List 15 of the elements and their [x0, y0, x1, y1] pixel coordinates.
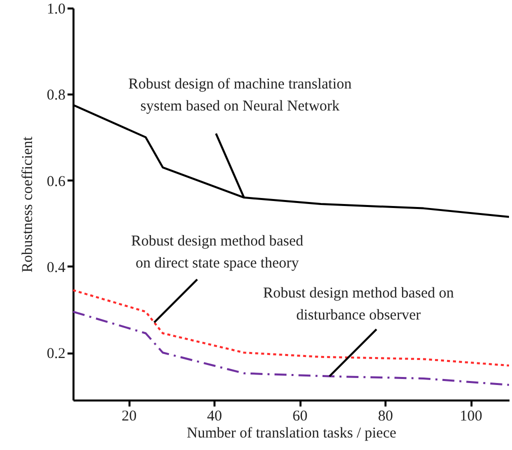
- annotation: Robust design method based on disturbance observer: [263, 285, 454, 324]
- x-tick-label: 60: [292, 408, 308, 424]
- x-tick-label: 100: [460, 408, 482, 424]
- y-tick-label: 0.4: [46, 260, 66, 276]
- y-tick-label: 0.8: [46, 88, 66, 104]
- y-tick-label: 0.2: [46, 346, 66, 362]
- x-tick-label: 80: [378, 408, 394, 424]
- x-tick-label: 20: [122, 408, 137, 424]
- x-tick-label: 40: [207, 408, 222, 424]
- x-axis-title: Number of translation tasks / piece: [186, 426, 397, 442]
- y-tick-label: 1.0: [46, 2, 66, 18]
- y-tick-label: 0.6: [46, 174, 66, 190]
- annotation: Robust design method based on direct state space theory: [131, 233, 304, 272]
- y-axis-title: Robustness coefficient: [20, 136, 36, 272]
- annotation: Robust design of machine translation system based on Neural Network: [128, 76, 352, 115]
